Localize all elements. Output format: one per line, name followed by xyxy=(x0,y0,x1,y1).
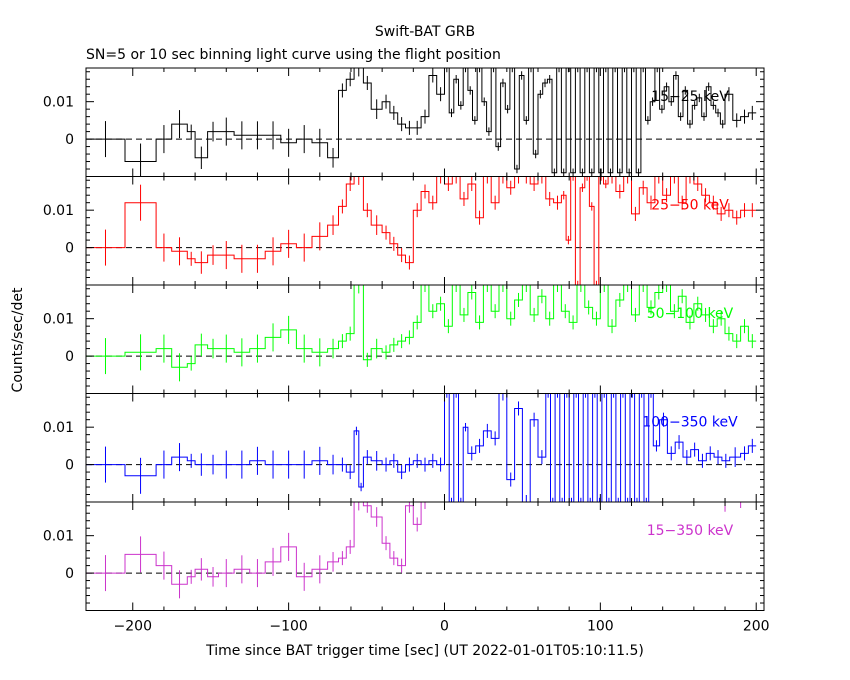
panel-2: 0 0.01 25−50 keV xyxy=(43,176,765,286)
y-tick-label: 0 xyxy=(65,458,74,474)
panel-3: 0 0.01 50−100 keV xyxy=(43,284,765,394)
x-axis-label: Time since BAT trigger time [sec] (UT 20… xyxy=(205,643,644,659)
panel-1: 0 0.01 15−25 keV xyxy=(43,67,765,177)
y-tick-label: 0.01 xyxy=(43,95,74,111)
band-label: 50−100 keV xyxy=(647,306,734,322)
band-label: 15−350 keV xyxy=(647,523,734,539)
y-tick-label: 0.01 xyxy=(43,203,74,219)
y-tick-label: 0.01 xyxy=(43,312,74,328)
y-tick-label: 0.01 xyxy=(43,529,74,545)
y-tick-label: 0 xyxy=(65,241,74,257)
x-tick-label: 200 xyxy=(743,619,770,635)
panel-5: 0 0.01 15−350 keV xyxy=(43,501,765,611)
y-tick-label: 0 xyxy=(65,566,74,582)
panels-group: 0 0.01 15−25 keV 0 0.01 25−50 keV 0 0.01 50−100 … xyxy=(43,67,770,635)
x-tick-label: −100 xyxy=(269,619,307,635)
series-line-4 xyxy=(86,393,757,502)
y-axis-label: Counts/sec/det xyxy=(10,287,26,392)
band-label: 25−50 keV xyxy=(651,198,729,214)
y-tick-label: 0 xyxy=(65,349,74,365)
x-tick-label: −200 xyxy=(114,619,152,635)
chart-title: Swift-BAT GRB xyxy=(375,24,475,40)
y-tick-label: 0 xyxy=(65,132,74,148)
panel-frame xyxy=(85,393,765,503)
band-label: 100−350 keV xyxy=(642,415,738,431)
x-tick-label: 100 xyxy=(587,619,614,635)
series-line-2 xyxy=(86,176,757,285)
series-line-3 xyxy=(86,285,757,368)
y-tick-label: 0.01 xyxy=(43,420,74,436)
band-label: 15−25 keV xyxy=(651,89,729,105)
series-line-1 xyxy=(86,68,757,174)
panel-frame xyxy=(85,284,765,394)
panel-frame xyxy=(85,501,765,611)
chart-subtitle: SN=5 or 10 sec binning light curve using… xyxy=(86,47,501,63)
panel-4: 0 0.01 100−350 keV xyxy=(43,393,765,503)
x-tick-label: 0 xyxy=(440,619,449,635)
